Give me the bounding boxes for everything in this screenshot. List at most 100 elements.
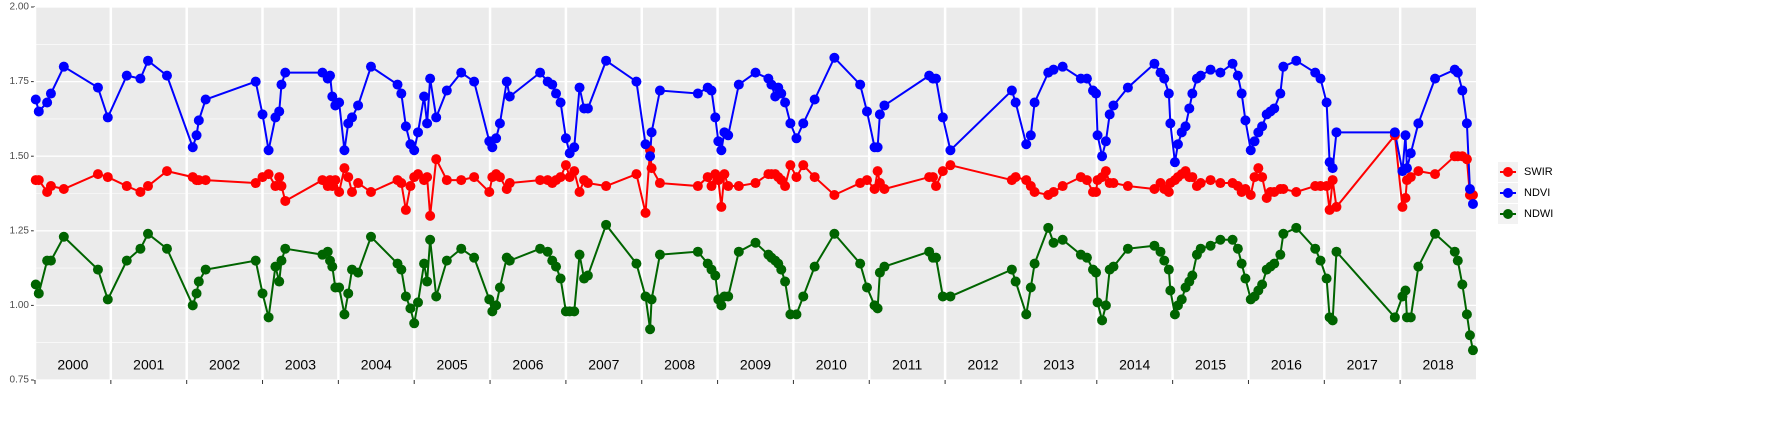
data-point: [785, 118, 796, 129]
data-point: [1215, 67, 1226, 78]
data-point: [1122, 243, 1133, 254]
data-point: [692, 181, 703, 192]
data-point: [872, 142, 883, 153]
data-point: [931, 252, 942, 263]
data-point: [1389, 312, 1400, 323]
data-point: [58, 61, 69, 72]
data-point: [1163, 88, 1174, 99]
data-point: [879, 184, 890, 195]
data-point: [121, 181, 132, 192]
data-point: [809, 172, 820, 183]
data-point: [1467, 198, 1478, 209]
data-point: [1240, 273, 1251, 284]
data-point: [645, 151, 656, 162]
data-point: [582, 178, 593, 189]
data-point: [280, 243, 291, 254]
data-point: [1400, 130, 1411, 141]
data-point: [1275, 88, 1286, 99]
data-point: [400, 121, 411, 132]
data-point: [601, 55, 612, 66]
data-point: [791, 309, 802, 320]
data-point: [1176, 294, 1187, 305]
data-point: [45, 88, 56, 99]
data-point: [200, 175, 211, 186]
data-point: [1155, 246, 1166, 257]
data-point: [135, 187, 146, 198]
data-point: [250, 76, 261, 87]
data-point: [1452, 255, 1463, 266]
data-point: [937, 112, 948, 123]
data-point: [1159, 255, 1170, 266]
data-point: [405, 181, 416, 192]
data-point: [542, 246, 553, 257]
data-point: [1057, 181, 1068, 192]
data-point: [413, 127, 424, 138]
data-point: [1195, 70, 1206, 81]
data-point: [353, 100, 364, 111]
data-point: [750, 178, 761, 189]
data-point: [829, 189, 840, 200]
data-point: [640, 139, 651, 150]
data-point: [1278, 184, 1289, 195]
data-point: [879, 100, 890, 111]
data-point: [1430, 169, 1441, 180]
data-point: [1184, 103, 1195, 114]
data-point: [334, 187, 345, 198]
data-point: [555, 273, 566, 284]
data-point: [601, 181, 612, 192]
data-point: [45, 181, 56, 192]
data-point: [58, 184, 69, 195]
data-point: [931, 73, 942, 84]
data-point: [1169, 309, 1180, 320]
data-point: [193, 115, 204, 126]
data-point: [1269, 103, 1280, 114]
year-label: 2007: [588, 357, 619, 373]
data-point: [1108, 178, 1119, 189]
data-point: [405, 303, 416, 314]
data-point: [1413, 166, 1424, 177]
legend-label: NDVI: [1524, 187, 1550, 199]
data-point: [1108, 261, 1119, 272]
data-point: [1100, 300, 1111, 311]
data-point: [1163, 187, 1174, 198]
year-label: 2009: [740, 357, 771, 373]
data-point: [143, 55, 154, 66]
year-label: 2010: [816, 357, 847, 373]
data-point: [937, 166, 948, 177]
data-point: [716, 201, 727, 212]
data-point: [631, 76, 642, 87]
data-point: [484, 187, 495, 198]
data-point: [1122, 82, 1133, 93]
data-point: [33, 106, 44, 117]
data-point: [263, 312, 274, 323]
data-point: [945, 291, 956, 302]
data-point: [339, 163, 350, 174]
year-label: 2005: [437, 357, 468, 373]
data-point: [187, 142, 198, 153]
data-point: [425, 234, 436, 245]
data-point: [1461, 118, 1472, 129]
data-point: [1187, 88, 1198, 99]
data-point: [491, 133, 502, 144]
data-point: [1195, 178, 1206, 189]
data-point: [931, 181, 942, 192]
data-point: [1457, 85, 1468, 96]
legend-key-point: [1503, 167, 1513, 177]
data-point: [143, 181, 154, 192]
data-point: [422, 276, 433, 287]
data-point: [855, 79, 866, 90]
data-point: [547, 79, 558, 90]
data-point: [353, 178, 364, 189]
data-point: [733, 79, 744, 90]
legend-label: NDWI: [1524, 208, 1553, 220]
data-point: [829, 228, 840, 239]
data-point: [1025, 130, 1036, 141]
data-point: [1400, 285, 1411, 296]
data-point: [1092, 130, 1103, 141]
data-point: [646, 127, 657, 138]
data-point: [1187, 270, 1198, 281]
data-point: [494, 118, 505, 129]
data-point: [334, 282, 345, 293]
data-point: [1449, 246, 1460, 257]
data-point: [135, 73, 146, 84]
